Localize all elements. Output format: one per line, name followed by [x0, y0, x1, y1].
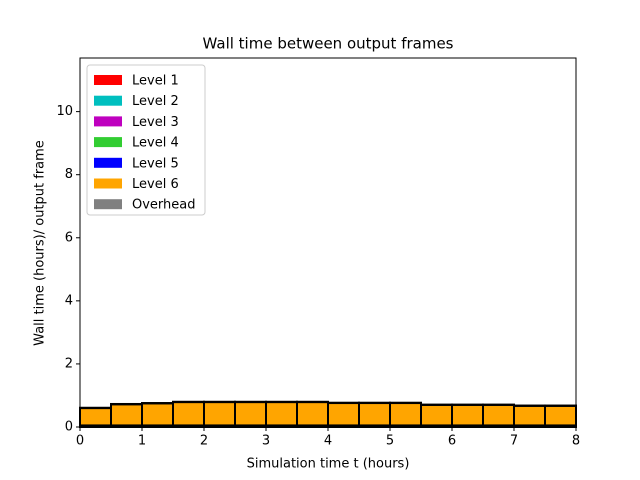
legend-swatch	[94, 116, 122, 127]
legend-swatch	[94, 157, 122, 168]
bar-segment	[544, 404, 577, 427]
legend-label: Level 1	[132, 74, 179, 89]
legend-swatch	[94, 199, 122, 210]
bar-segment	[234, 401, 267, 427]
bar-segment	[172, 401, 205, 427]
bar-segment	[203, 401, 236, 427]
x-tick-label: 4	[324, 434, 332, 449]
legend-label: Level 5	[132, 156, 179, 171]
bar-segment	[482, 403, 515, 427]
legend-swatch	[94, 95, 122, 106]
x-tick-label: 5	[386, 434, 394, 449]
bar-segment	[327, 402, 360, 427]
y-axis-label: Wall time (hours)/ output frame	[33, 140, 48, 346]
y-tick-label: 6	[65, 230, 73, 245]
x-tick-label: 1	[138, 434, 146, 449]
bar-segment	[420, 403, 453, 427]
legend-label: Level 6	[132, 177, 179, 192]
x-tick-label: 0	[76, 434, 84, 449]
x-tick-label: 3	[262, 434, 270, 449]
x-tick-label: 6	[448, 434, 456, 449]
x-tick-label: 2	[200, 434, 208, 449]
legend-swatch	[94, 137, 122, 148]
legend-label: Level 3	[132, 115, 179, 130]
y-tick-label: 10	[56, 104, 73, 119]
legend-swatch	[94, 75, 122, 85]
y-tick-label: 0	[65, 420, 73, 435]
bar-segment	[389, 402, 422, 427]
x-axis-label: Simulation time t (hours)	[247, 457, 410, 472]
bar-segment	[513, 404, 546, 427]
legend-label: Level 4	[132, 136, 179, 151]
y-tick-label: 8	[65, 167, 73, 182]
legend-label: Level 2	[132, 94, 179, 109]
legend-swatch	[94, 178, 122, 189]
x-tick-label: 8	[572, 434, 580, 449]
bar-segment	[141, 402, 174, 427]
bar-segment	[296, 401, 329, 427]
x-tick-label: 7	[510, 434, 518, 449]
bar-segment	[79, 407, 112, 427]
y-tick-label: 4	[65, 293, 73, 308]
y-tick-label: 2	[65, 356, 73, 371]
bar-segment	[265, 401, 298, 427]
bar-segment	[358, 402, 391, 427]
bar-segment	[451, 403, 484, 427]
chart-title: Wall time between output frames	[203, 35, 454, 53]
bar-segment	[110, 403, 143, 427]
legend-label: Overhead	[132, 198, 196, 213]
